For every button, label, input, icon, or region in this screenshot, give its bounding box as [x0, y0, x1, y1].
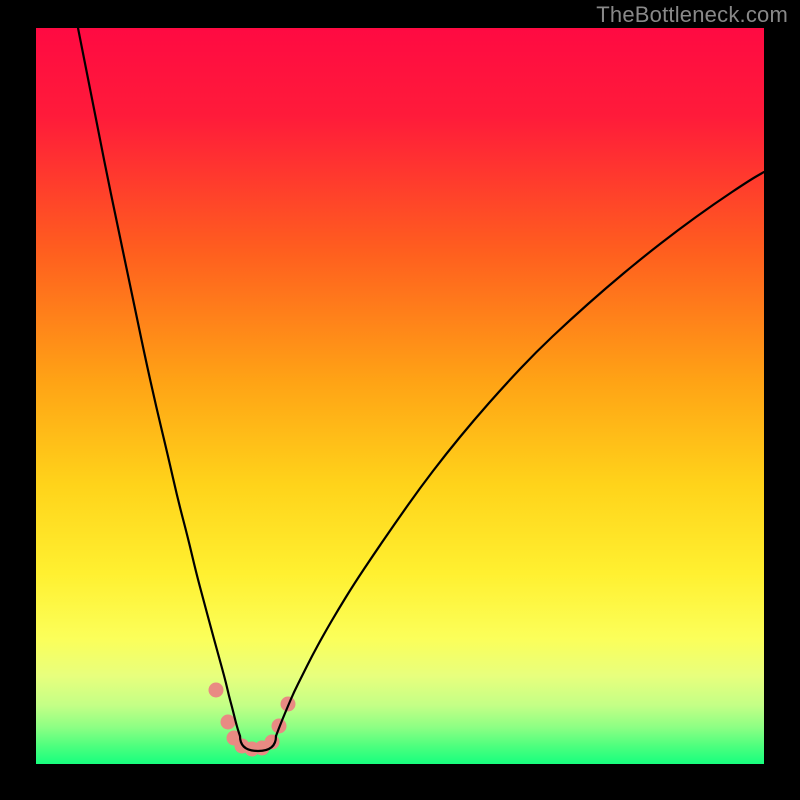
left-curve: [78, 28, 240, 736]
plot-area: [36, 28, 764, 764]
curves-layer: [36, 28, 764, 764]
right-curve: [276, 172, 764, 736]
watermark-text: TheBottleneck.com: [596, 2, 788, 28]
marker-dot: [221, 715, 236, 730]
marker-dot: [209, 683, 224, 698]
